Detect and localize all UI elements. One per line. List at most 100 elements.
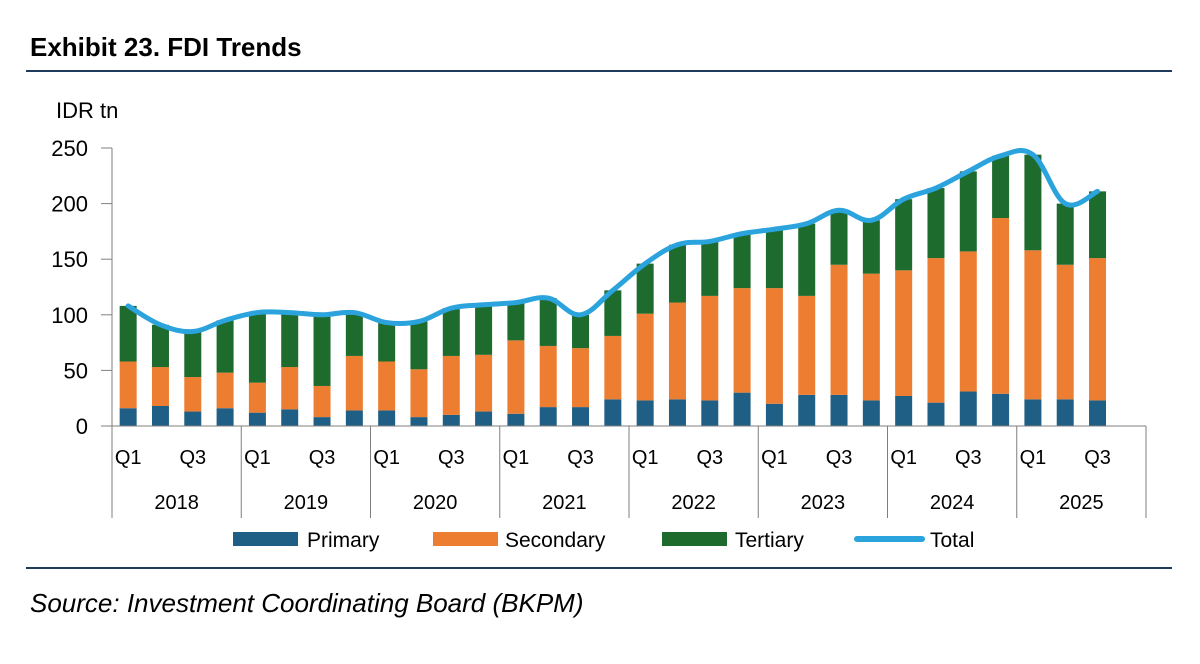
x-year-label: 2022: [671, 492, 716, 514]
bar-secondary: [1024, 250, 1042, 400]
x-quarter-label: Q3: [179, 447, 206, 469]
x-quarter-label: Q1: [503, 447, 530, 469]
legend-label-total: Total: [930, 529, 974, 552]
x-quarter-label: Q3: [696, 447, 723, 469]
bar-primary: [701, 400, 719, 426]
bar-primary: [507, 413, 525, 426]
bar-primary: [927, 402, 945, 426]
bar-primary: [862, 400, 880, 426]
bar-secondary: [410, 369, 428, 418]
bar-primary: [830, 394, 848, 426]
bar-secondary: [281, 367, 299, 410]
bar-secondary: [895, 270, 913, 396]
y-tick-label: 200: [51, 192, 88, 217]
bar-primary: [281, 409, 299, 426]
bar-tertiary: [313, 314, 331, 386]
bar-secondary: [572, 348, 590, 408]
bar-primary: [475, 411, 493, 426]
bar-secondary: [1089, 258, 1107, 401]
bar-primary: [442, 414, 460, 426]
bar-primary: [636, 400, 654, 426]
bar-primary: [1089, 400, 1107, 426]
bar-secondary: [733, 288, 751, 393]
bar-tertiary: [248, 312, 266, 383]
bar-tertiary: [345, 312, 363, 356]
bar-tertiary: [1056, 203, 1074, 265]
x-quarter-label: Q3: [309, 447, 336, 469]
bar-primary: [410, 417, 428, 426]
legend-swatch-tertiary: [662, 532, 727, 546]
x-quarter-label: Q1: [244, 447, 271, 469]
bar-secondary: [539, 345, 557, 408]
bar-primary: [572, 407, 590, 426]
bar-tertiary: [895, 199, 913, 271]
x-year-label: 2024: [930, 492, 975, 514]
bar-secondary: [119, 361, 137, 409]
x-quarter-label: Q1: [761, 447, 788, 469]
bar-primary: [895, 395, 913, 426]
x-quarter-label: Q1: [890, 447, 917, 469]
bar-secondary: [378, 361, 396, 411]
bar-tertiary: [442, 308, 460, 356]
bar-primary: [798, 394, 816, 426]
top-divider: [26, 70, 1172, 72]
x-quarter-label: Q1: [115, 447, 142, 469]
bar-primary: [959, 391, 977, 426]
bar-secondary: [151, 367, 169, 406]
bar-tertiary: [507, 302, 525, 341]
x-year-label: 2018: [154, 492, 199, 514]
legend-label-tertiary: Tertiary: [735, 529, 804, 552]
x-year-label: 2023: [801, 492, 846, 514]
bar-tertiary: [572, 314, 590, 349]
bar-primary: [1056, 399, 1074, 426]
bar-primary: [216, 408, 234, 426]
x-quarter-label: Q1: [632, 447, 659, 469]
bar-secondary: [668, 302, 686, 400]
x-year-label: 2021: [542, 492, 587, 514]
bottom-divider: [26, 567, 1172, 569]
y-tick-label: 0: [76, 414, 88, 439]
x-quarter-label: Q3: [567, 447, 594, 469]
bar-tertiary: [862, 220, 880, 274]
legend-label-secondary: Secondary: [505, 529, 606, 552]
bar-secondary: [862, 273, 880, 401]
x-year-label: 2025: [1059, 492, 1104, 514]
bar-tertiary: [733, 233, 751, 289]
bar-secondary: [798, 295, 816, 395]
bar-tertiary: [830, 210, 848, 265]
bar-secondary: [959, 251, 977, 392]
bar-tertiary: [119, 305, 137, 362]
bar-tertiary: [539, 298, 557, 346]
bar-primary: [248, 412, 266, 426]
bar-tertiary: [410, 321, 428, 370]
x-quarter-label: Q3: [955, 447, 982, 469]
bar-tertiary: [151, 324, 169, 368]
bar-tertiary: [281, 312, 299, 368]
bar-primary: [1024, 399, 1042, 426]
bar-secondary: [927, 258, 945, 403]
bar-secondary: [248, 382, 266, 413]
x-quarter-label: Q3: [826, 447, 853, 469]
chart-title: Exhibit 23. FDI Trends: [30, 32, 302, 62]
bar-primary: [119, 408, 137, 426]
y-tick-label: 250: [51, 136, 88, 161]
bar-tertiary: [668, 244, 686, 303]
bar-primary: [151, 405, 169, 426]
bar-primary: [992, 393, 1010, 426]
bar-tertiary: [701, 241, 719, 296]
y-axis-label: IDR tn: [56, 98, 118, 123]
bar-primary: [733, 392, 751, 426]
bar-tertiary: [798, 223, 816, 296]
y-tick-label: 100: [51, 303, 88, 328]
bar-primary: [345, 410, 363, 426]
bar-primary: [313, 417, 331, 426]
bar-primary: [765, 403, 783, 426]
bar-secondary: [765, 288, 783, 404]
bar-tertiary: [1089, 191, 1107, 259]
bar-secondary: [442, 355, 460, 415]
x-quarter-label: Q3: [1084, 447, 1111, 469]
bar-tertiary: [765, 229, 783, 289]
y-tick-label: 150: [51, 247, 88, 272]
legend-swatch-primary: [233, 532, 298, 546]
source-note: Source: Investment Coordinating Board (B…: [30, 588, 584, 618]
